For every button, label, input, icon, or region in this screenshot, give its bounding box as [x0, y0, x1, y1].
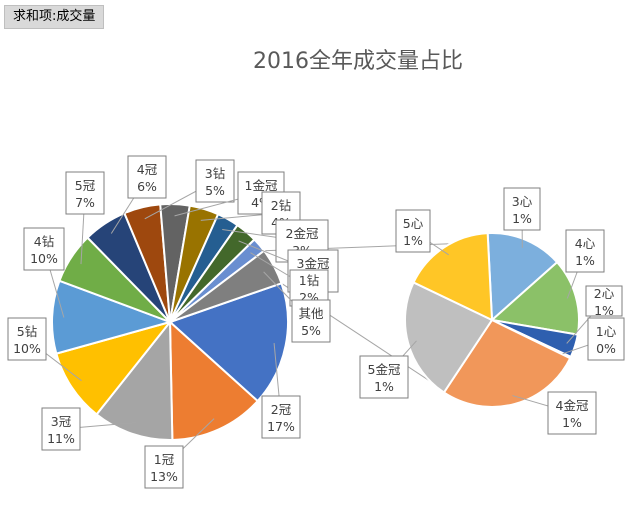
secondary-pie — [404, 232, 580, 408]
secondary-data-label-1: 4心1% — [565, 229, 605, 299]
callout-box — [585, 285, 623, 317]
callout-percent: 1% — [374, 379, 394, 394]
callout-percent: 6% — [137, 179, 157, 194]
callout-box — [503, 187, 541, 231]
primary-pie — [51, 203, 289, 441]
primary-data-label-13: 其他 5% — [263, 271, 331, 343]
callout-percent: 5% — [301, 323, 321, 338]
secondary-slice-6 — [412, 232, 494, 322]
callout-category: 2金冠 — [286, 226, 319, 241]
callout-box — [395, 209, 431, 253]
callout-category: 1心 — [596, 324, 617, 339]
primary-slice-4 — [51, 279, 174, 355]
callout-percent: 7% — [75, 195, 95, 210]
callout-category: 1钻 — [299, 273, 319, 288]
primary-data-label-5: 5冠7% — [65, 171, 105, 265]
callout-percent: 1% — [594, 303, 614, 318]
callout-category: 4钻 — [34, 234, 54, 249]
callout-category: 2钻 — [271, 198, 291, 213]
callout-category: 4金冠 — [556, 398, 589, 413]
callout-percent: 1% — [403, 233, 423, 248]
secondary-slice-0 — [486, 232, 559, 323]
callout-box — [7, 317, 47, 361]
callout-box — [291, 299, 331, 343]
secondary-data-label-0: 3心1% — [503, 187, 541, 248]
callout-percent: 10% — [13, 341, 41, 356]
callout-category: 4冠 — [137, 162, 158, 177]
callout-category: 3金冠 — [297, 256, 330, 271]
callout-category: 2心 — [594, 286, 615, 301]
callout-category: 3钻 — [205, 166, 225, 181]
callout-box — [65, 171, 105, 215]
callout-box — [195, 159, 235, 203]
secondary-slice-1 — [489, 260, 580, 336]
callout-category: 5金冠 — [368, 362, 401, 377]
chart-title: 2016全年成交量占比 — [253, 49, 463, 74]
secondary-slice-4 — [442, 318, 572, 408]
callout-percent: 11% — [47, 431, 75, 446]
callout-percent: 0% — [596, 341, 616, 356]
primary-slice-2 — [95, 319, 174, 441]
secondary-data-label-3: 1心0% — [562, 317, 625, 361]
secondary-data-label-6: 5心1% — [395, 209, 449, 256]
primary-data-label-7: 3钻5% — [144, 159, 235, 220]
pivot-field-button[interactable]: 求和项:成交量 — [4, 5, 105, 29]
callout-box — [587, 317, 625, 361]
callout-category: 2冠 — [271, 402, 292, 417]
callout-percent: 1% — [512, 211, 532, 226]
callout-category: 5心 — [403, 216, 424, 231]
callout-category: 1冠 — [154, 452, 175, 467]
callout-box — [23, 227, 65, 271]
callout-box — [261, 395, 301, 439]
callout-category: 5冠 — [75, 178, 96, 193]
callout-box — [127, 155, 167, 199]
callout-percent: 13% — [150, 469, 178, 484]
secondary-data-label-2: 2心1% — [566, 285, 623, 344]
primary-slice-3 — [55, 320, 173, 416]
callout-percent: 5% — [205, 183, 225, 198]
callout-box — [547, 391, 597, 435]
primary-slice-1 — [168, 319, 260, 441]
callout-category: 3心 — [512, 194, 533, 209]
callout-percent: 10% — [30, 251, 58, 266]
callout-category: 3冠 — [51, 414, 72, 429]
callout-percent: 17% — [267, 419, 295, 434]
callout-category: 1金冠 — [245, 178, 278, 193]
callout-category: 其他 — [298, 306, 324, 321]
callout-box — [359, 355, 409, 399]
primary-data-label-6: 4冠6% — [110, 155, 167, 234]
callout-box — [144, 445, 184, 489]
callout-percent: 1% — [562, 415, 582, 430]
callout-box — [565, 229, 605, 273]
callout-category: 4心 — [575, 236, 596, 251]
callout-box — [41, 407, 81, 451]
callout-category: 5钻 — [17, 324, 37, 339]
callout-percent: 1% — [575, 253, 595, 268]
